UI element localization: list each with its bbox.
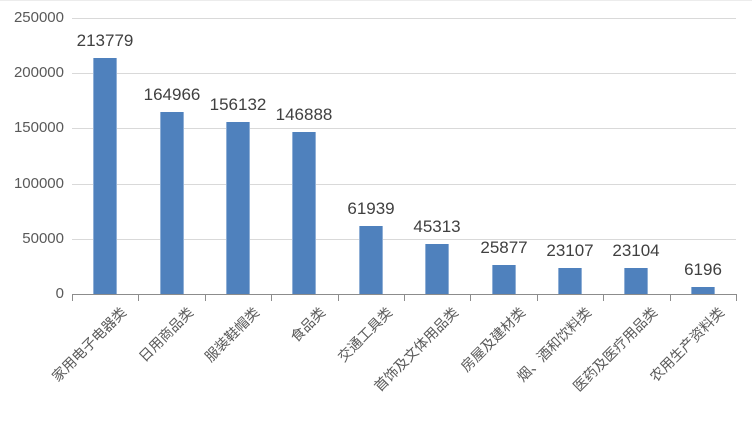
category-label: 服装鞋帽类 (201, 304, 263, 365)
y-axis-tick-label: 200000 (13, 64, 64, 82)
category-label: 日用商品类 (135, 304, 196, 365)
x-axis-tick (670, 295, 671, 301)
x-axis-tick (404, 295, 405, 301)
y-axis-tick-label: 50000 (22, 229, 64, 247)
x-axis-tick (271, 295, 272, 301)
bar (492, 265, 516, 294)
category-label: 食品类 (287, 304, 329, 346)
bar (292, 132, 316, 294)
y-axis-tick-label: 150000 (13, 119, 64, 137)
bar-value-label: 61939 (347, 199, 395, 218)
bar-value-label: 23107 (546, 241, 594, 260)
bar (691, 287, 715, 294)
bar (359, 226, 383, 294)
category-label: 交通工具类 (334, 304, 396, 365)
category-label: 家用电子电器类 (48, 304, 130, 385)
x-axis-tick (72, 295, 73, 301)
x-axis-line (72, 294, 737, 295)
bar-value-label: 25877 (480, 238, 528, 257)
bar (93, 58, 117, 294)
y-axis-tick-label: 100000 (13, 174, 64, 192)
bar (425, 244, 449, 294)
bar (624, 268, 648, 294)
gridline (72, 73, 736, 75)
bar-value-label: 146888 (275, 105, 333, 124)
bar-value-label: 213779 (76, 31, 134, 50)
x-axis-tick (205, 295, 206, 301)
x-axis-tick (338, 295, 339, 301)
category-label: 房屋及建材类 (457, 304, 528, 375)
x-axis-tick (470, 295, 471, 301)
y-axis-tick-label: 250000 (13, 9, 64, 26)
bar-value-label: 23104 (612, 241, 660, 260)
x-axis-tick (603, 295, 604, 301)
bar (558, 268, 582, 294)
y-axis-tick-label: 0 (55, 285, 64, 302)
gridline (72, 18, 736, 19)
bar (226, 122, 250, 294)
x-axis-tick (537, 295, 538, 301)
bar-value-label: 156132 (209, 95, 267, 114)
bar-value-label: 6196 (684, 260, 722, 279)
x-axis-tick (138, 295, 139, 301)
bar-value-label: 45313 (413, 217, 461, 236)
bar-value-label: 164966 (143, 85, 201, 104)
x-axis-tick (736, 295, 737, 301)
bar (160, 112, 184, 294)
